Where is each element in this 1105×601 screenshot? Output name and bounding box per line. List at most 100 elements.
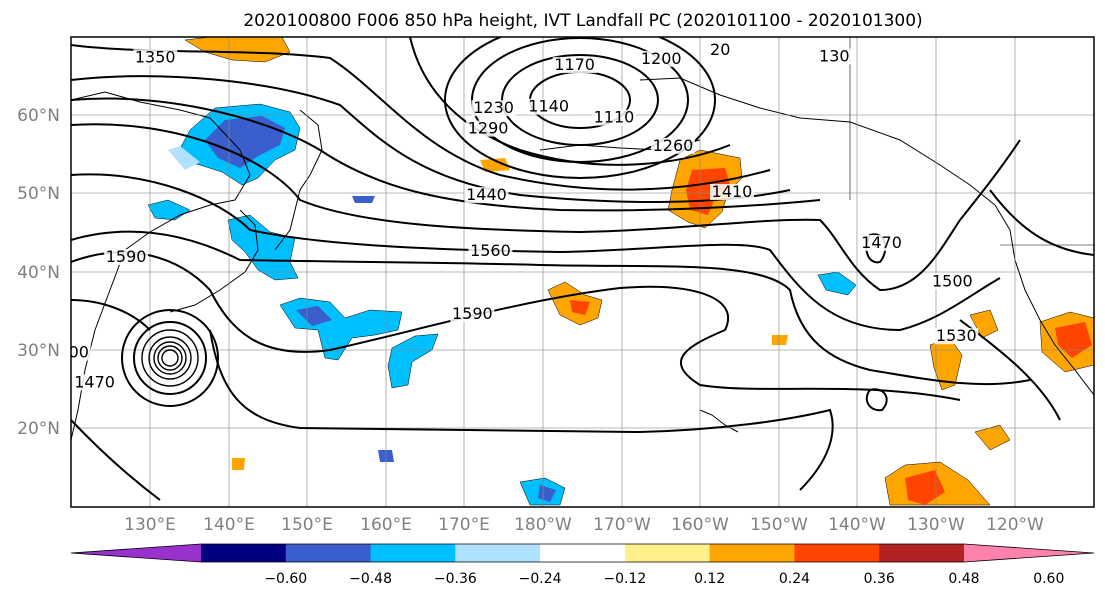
contour-label: 1560	[470, 241, 511, 260]
colorbar-tick-label: 0.60	[1033, 571, 1064, 587]
contour-label: 1110	[594, 108, 635, 127]
contour-1410	[71, 75, 791, 203]
contour-label-bg	[468, 242, 513, 259]
contour-label: 1170	[554, 55, 595, 74]
contour-label-bg	[71, 344, 91, 361]
lon-label-160w: 160°W	[671, 515, 729, 535]
contour-1470-north	[71, 123, 1021, 292]
contour-label: 1230	[473, 98, 514, 117]
colorbar-segment	[201, 544, 287, 562]
lon-label-140e: 140°E	[203, 515, 255, 535]
contour-label-bg	[859, 234, 904, 251]
contour-1440	[71, 97, 821, 212]
contour-label: 1500	[48, 343, 89, 362]
contour-label-bg	[104, 249, 149, 266]
contour-1290	[409, 37, 731, 166]
contour-label: 1590	[106, 247, 147, 266]
contour-label: 1290	[468, 119, 509, 138]
contour-label: 1140	[528, 97, 569, 116]
contour-label-bg	[466, 120, 511, 137]
ivt-positive-gulf-core	[686, 168, 730, 215]
contour-labels: 1350 1200 1170 20 130 1230 1140 1110 1290 1260 144…	[48, 40, 979, 391]
contour-label-bg	[650, 137, 695, 154]
map-title: 2020100800 F006 850 hPa height, IVT Land…	[243, 11, 922, 31]
contour-label: 1470	[861, 233, 902, 252]
contour-label-bg	[526, 98, 571, 115]
contour-label: 1200	[641, 49, 682, 68]
ivt-positive-sw-coast-core	[1055, 322, 1092, 358]
lon-label-160e: 160°E	[360, 515, 412, 535]
contour-label: 1590	[452, 304, 493, 323]
colorbar-segment	[709, 544, 795, 562]
lon-label-130e: 130°E	[124, 515, 176, 535]
lon-label-130w: 130°W	[907, 515, 965, 535]
colorbar-segment	[624, 544, 711, 562]
lat-label-50n: 50°N	[17, 184, 60, 204]
contour-low-center-4	[444, 37, 716, 179]
contour-label: 1500	[932, 271, 973, 290]
contour-label-bg	[710, 184, 755, 201]
ivt-positive-south-core	[905, 470, 945, 505]
contour-1350	[71, 44, 771, 191]
contour-low-center-2	[501, 54, 659, 146]
colorbar-tick-label: −0.12	[603, 571, 646, 587]
contour-label-bg	[930, 273, 975, 290]
lon-label-120w: 120°W	[986, 515, 1044, 535]
contour-label-bg	[817, 48, 852, 65]
contour-label-bg	[591, 109, 636, 126]
colorbar-segment	[540, 544, 626, 562]
contour-label: 1410	[712, 182, 753, 201]
contour-label-bg	[72, 374, 117, 391]
coast-asia	[71, 91, 251, 441]
colorbar-extend-low	[71, 544, 201, 562]
lon-label-180w: 180°W	[514, 515, 572, 535]
contour-1500-north	[71, 173, 1001, 332]
contour-1560	[71, 230, 1031, 386]
height-contours	[71, 37, 1094, 501]
typhoon-contours	[121, 309, 219, 407]
contour-label-bg	[133, 49, 178, 66]
contour-label: 130	[819, 47, 850, 66]
coast-hawaii	[699, 409, 739, 433]
lon-label-150w: 150°W	[750, 515, 808, 535]
ivt-negative-small2	[352, 196, 375, 203]
colorbar: −0.60 −0.48 −0.36 −0.24 −0.12 0.12 0.24 0.36 0.4…	[70, 543, 1095, 587]
ivt-negative-central-east	[387, 333, 439, 389]
lat-label-40n: 40°N	[17, 263, 60, 283]
coast-northamerica	[994, 204, 1094, 396]
longitude-labels: 130°E 140°E 150°E 160°E 170°E 180°W 170°…	[124, 515, 1044, 535]
contour-label-bg	[639, 50, 684, 67]
colorbar-tick-label: −0.60	[264, 571, 307, 587]
lat-label-20n: 20°N	[17, 419, 60, 439]
lon-label-150e: 150°E	[281, 515, 333, 535]
lon-label-170w: 170°W	[593, 515, 651, 535]
ivt-positive-small2	[480, 158, 510, 172]
contour-label-bg	[471, 100, 516, 117]
ivt-positive-east3	[974, 424, 1011, 451]
contour-far-east	[989, 189, 1094, 256]
colorbar-outline	[70, 543, 1095, 563]
colorbar-tick-label: −0.48	[349, 571, 392, 587]
colorbar-tick-label: 0.12	[694, 571, 725, 587]
colorbar-segment	[285, 544, 372, 562]
colorbar-segment	[794, 544, 880, 562]
colorbar-segment	[370, 544, 456, 562]
coast-kamchatka	[274, 109, 323, 251]
colorbar-tick-label: −0.24	[519, 571, 562, 587]
contour-label: 20	[710, 40, 730, 59]
colorbar-tick-label: 0.48	[948, 571, 979, 587]
contour-label-bg	[708, 42, 733, 59]
contour-label: 1260	[653, 136, 694, 155]
latitude-labels: 60°N 50°N 40°N 30°N 20°N	[17, 106, 60, 439]
ivt-positive-midpac-core	[570, 300, 590, 315]
colorbar-tick-label: 0.36	[864, 571, 895, 587]
ivt-negative-japan	[227, 214, 299, 281]
colorbar-tick-label: −0.36	[434, 571, 477, 587]
ivt-positive-north	[184, 37, 291, 63]
lat-label-30n: 30°N	[17, 341, 60, 361]
graticule	[71, 37, 1094, 507]
lon-label-170e: 170°E	[438, 515, 490, 535]
contour-label-bg	[450, 306, 495, 323]
contour-1590	[71, 251, 961, 401]
